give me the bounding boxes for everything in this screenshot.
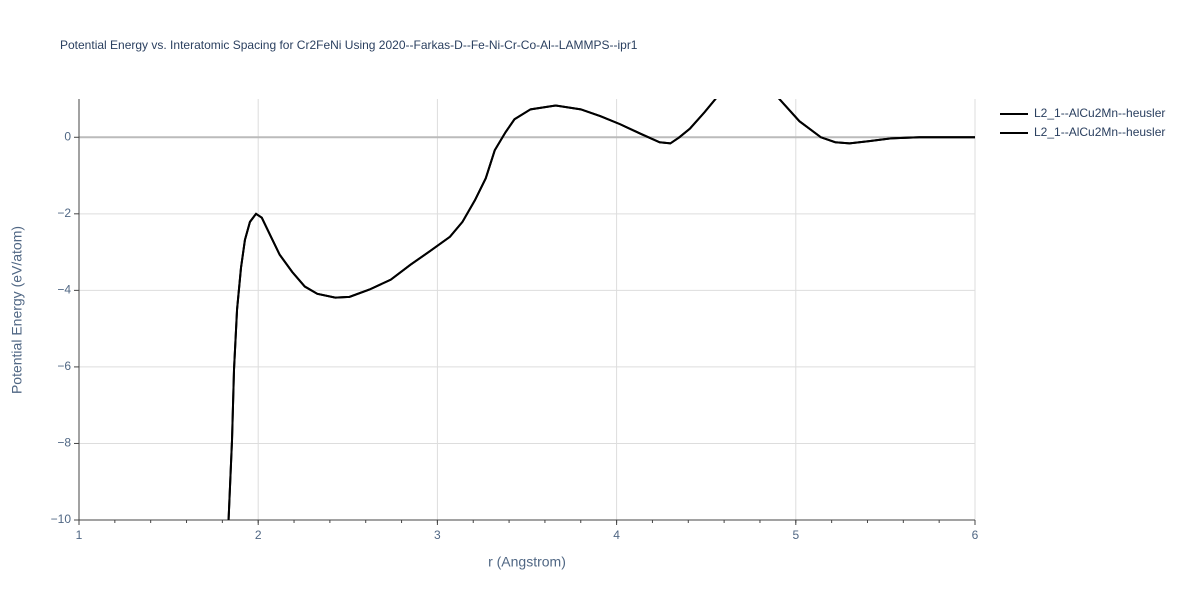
y-tick-label: −4 — [57, 283, 71, 297]
x-tick-label: 6 — [972, 528, 979, 542]
plot-area — [227, 99, 975, 520]
legend-label: L2_1--AlCu2Mn--heusler — [1034, 106, 1165, 120]
y-axis-title: Potential Energy (eV/atom) — [9, 226, 25, 394]
x-tick-label: 5 — [792, 528, 799, 542]
y-tick-label: 0 — [64, 129, 71, 143]
chart-title: Potential Energy vs. Interatomic Spacing… — [60, 38, 638, 52]
line — [227, 99, 975, 520]
y-tick-label: −8 — [57, 436, 71, 450]
x-tick-label: 4 — [613, 528, 620, 542]
y-tick-label: −2 — [57, 206, 71, 220]
x-tick-label: 2 — [255, 528, 262, 542]
legend-label: L2_1--AlCu2Mn--heusler — [1034, 125, 1165, 139]
x-tick-label: 3 — [434, 528, 441, 542]
x-tick-label: 1 — [76, 528, 83, 542]
y-tick-label: −6 — [57, 359, 71, 373]
y-tick-label: −10 — [51, 512, 72, 526]
x-axis-title: r (Angstrom) — [488, 554, 566, 570]
line — [227, 99, 975, 520]
